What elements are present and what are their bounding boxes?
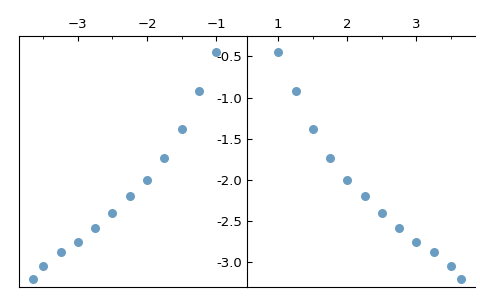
Point — [396, 225, 403, 230]
Point — [275, 50, 282, 55]
Point — [108, 210, 116, 215]
Point — [447, 264, 455, 269]
Point — [413, 239, 420, 244]
Point — [195, 89, 203, 94]
Point — [292, 89, 300, 94]
Point — [160, 155, 168, 160]
Point — [91, 225, 99, 230]
Point — [126, 194, 133, 199]
Point — [212, 50, 220, 55]
Point — [457, 276, 465, 281]
Point — [74, 239, 82, 244]
Point — [326, 155, 334, 160]
Point — [378, 210, 386, 215]
Point — [361, 194, 369, 199]
Point — [143, 178, 151, 182]
Point — [178, 126, 185, 131]
Point — [29, 276, 37, 281]
Point — [430, 249, 438, 254]
Point — [57, 249, 64, 254]
Point — [39, 264, 47, 269]
Point — [309, 126, 317, 131]
Point — [344, 178, 351, 182]
